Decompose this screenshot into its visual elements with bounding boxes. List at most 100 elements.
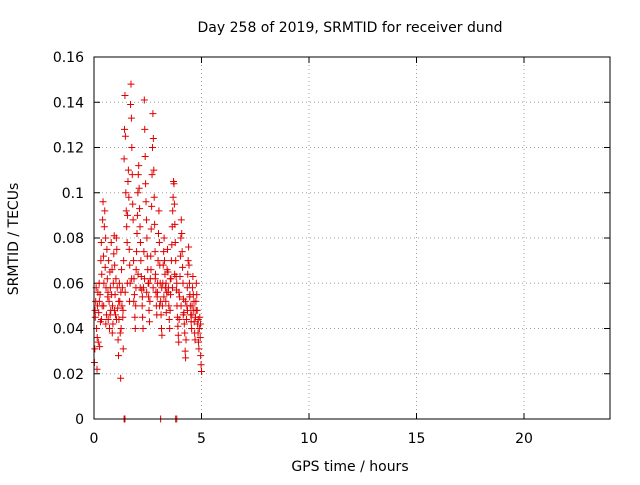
data-point xyxy=(170,200,178,208)
data-point xyxy=(136,223,144,231)
data-point xyxy=(179,311,187,319)
data-point xyxy=(143,234,151,242)
data-point xyxy=(98,270,106,278)
data-point xyxy=(169,207,177,215)
data-point xyxy=(147,252,155,260)
data-point xyxy=(198,367,205,375)
data-point xyxy=(127,101,135,109)
data-point xyxy=(116,329,124,337)
data-point xyxy=(150,193,158,201)
data-point xyxy=(136,284,144,292)
data-point xyxy=(132,302,140,310)
data-point xyxy=(146,297,154,305)
data-point xyxy=(95,309,103,317)
data-point xyxy=(155,207,163,215)
data-point xyxy=(132,266,140,274)
data-point xyxy=(126,261,134,269)
data-point xyxy=(142,198,150,206)
data-point xyxy=(112,275,120,283)
data-point xyxy=(133,248,141,256)
data-point xyxy=(93,365,101,373)
data-point xyxy=(94,338,102,346)
data-point xyxy=(130,291,138,299)
data-point xyxy=(175,338,183,346)
data-point xyxy=(190,297,198,305)
data-point xyxy=(172,257,180,265)
data-point xyxy=(129,216,137,224)
data-point xyxy=(147,266,155,274)
data-point xyxy=(176,272,184,280)
data-point xyxy=(174,322,182,330)
data-point xyxy=(185,261,193,269)
data-point xyxy=(178,229,186,237)
data-point xyxy=(188,302,196,310)
data-point xyxy=(181,297,189,305)
data-point xyxy=(171,239,179,247)
data-point xyxy=(145,318,153,326)
data-point xyxy=(122,189,130,197)
data-point xyxy=(157,311,165,319)
data-point xyxy=(128,171,136,179)
data-point xyxy=(160,293,168,301)
data-point xyxy=(156,302,164,310)
data-point xyxy=(106,284,114,292)
data-point xyxy=(102,320,110,328)
data-point xyxy=(97,239,105,247)
data-point xyxy=(169,193,177,201)
data-point xyxy=(110,250,118,258)
data-point xyxy=(142,216,150,224)
y-tick-label: 0.06 xyxy=(53,276,84,292)
data-point xyxy=(161,257,169,265)
data-point xyxy=(178,248,186,256)
data-point xyxy=(195,345,203,353)
data-point xyxy=(197,361,205,369)
data-point xyxy=(165,302,173,310)
data-point xyxy=(111,291,119,299)
data-point xyxy=(166,306,174,314)
data-point xyxy=(193,291,201,299)
data-point xyxy=(142,180,150,188)
data-point xyxy=(122,207,130,215)
data-point xyxy=(91,306,99,314)
data-point xyxy=(177,234,185,242)
data-point xyxy=(99,198,107,206)
data-point xyxy=(134,171,142,179)
data-point xyxy=(184,270,192,278)
data-point xyxy=(153,288,161,296)
chart-title: Day 258 of 2019, SRMTID for receiver dun… xyxy=(198,20,503,36)
data-point xyxy=(150,166,158,174)
data-point xyxy=(140,248,148,256)
y-tick-label: 0.12 xyxy=(53,141,84,157)
data-point xyxy=(114,336,122,344)
data-point xyxy=(145,279,153,287)
data-point xyxy=(124,211,132,219)
data-point xyxy=(185,279,193,287)
x-tick-label: 10 xyxy=(300,431,318,447)
data-point xyxy=(109,279,117,287)
data-point xyxy=(124,166,132,174)
data-point xyxy=(196,320,204,328)
data-point xyxy=(96,343,104,351)
data-point xyxy=(141,153,149,161)
data-point xyxy=(176,252,184,260)
data-point xyxy=(151,275,159,283)
data-point xyxy=(125,245,133,253)
data-point xyxy=(134,270,142,278)
data-point xyxy=(151,220,159,228)
data-point xyxy=(159,261,167,269)
data-point xyxy=(170,180,178,188)
data-point xyxy=(130,297,138,305)
data-point xyxy=(138,302,146,310)
data-point xyxy=(192,279,200,287)
data-point xyxy=(148,144,156,151)
data-point xyxy=(166,325,174,332)
data-point xyxy=(165,315,173,323)
data-point xyxy=(108,266,116,274)
data-point xyxy=(130,257,138,265)
data-point xyxy=(127,80,135,88)
data-point xyxy=(188,311,196,319)
data-point xyxy=(145,306,153,314)
data-point xyxy=(112,234,120,242)
data-point xyxy=(194,338,202,346)
y-axis-label: SRMTID / TECUs xyxy=(6,183,22,296)
